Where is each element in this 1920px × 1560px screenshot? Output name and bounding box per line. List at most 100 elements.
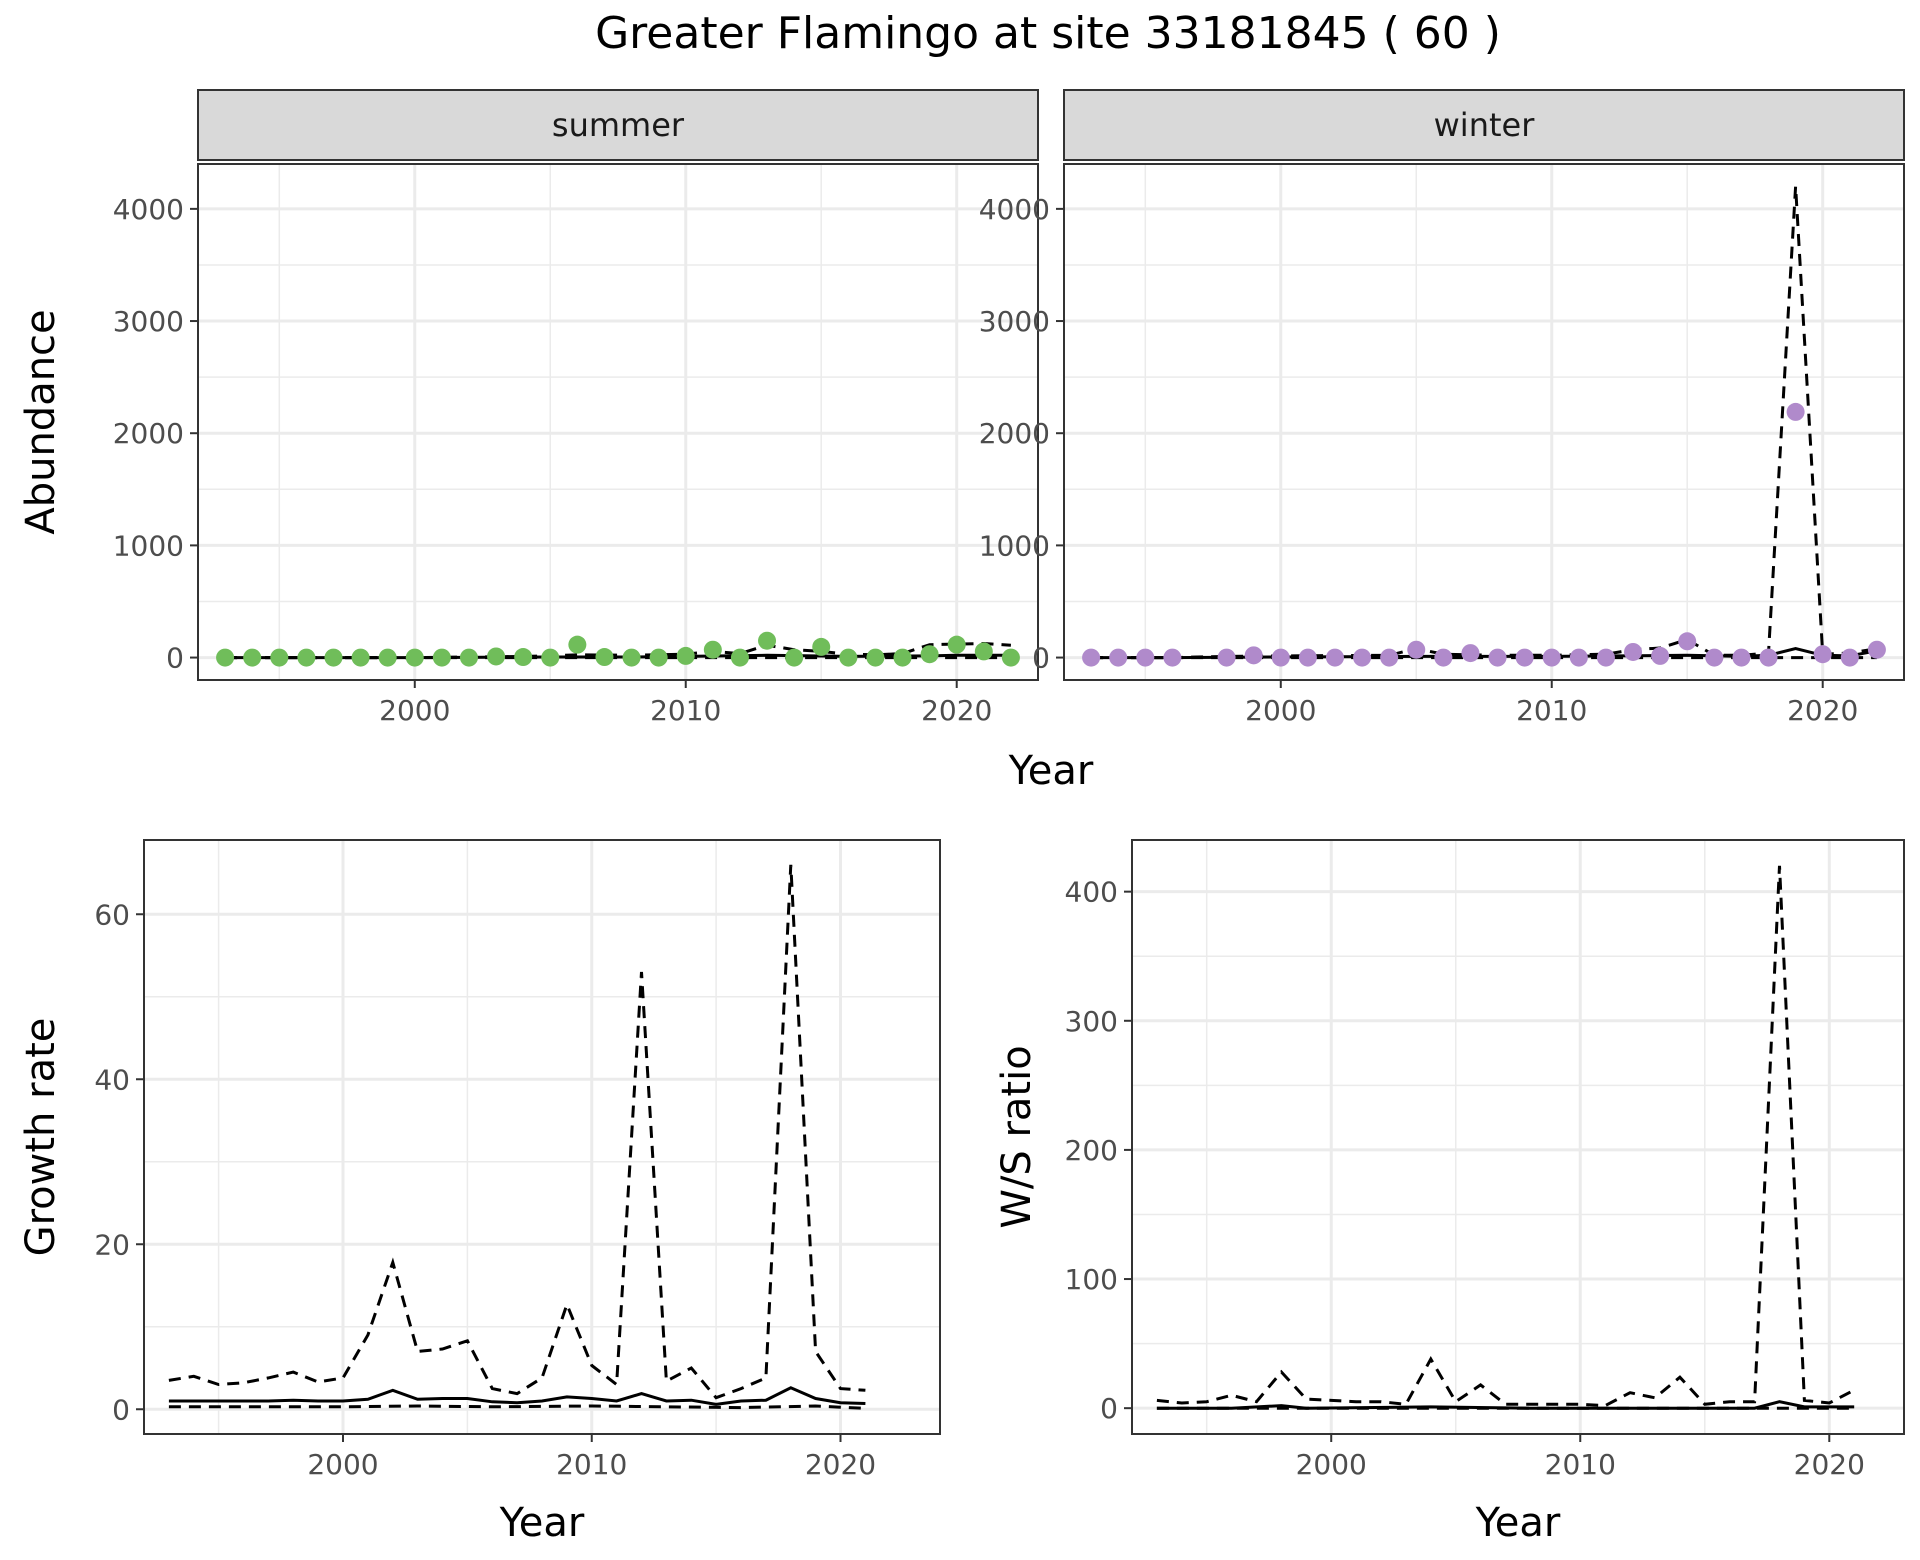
panel-border [1063, 163, 1905, 681]
data-point [893, 648, 912, 667]
y-tick-label: 0 [1100, 1392, 1118, 1425]
x-axis-title: Year [1475, 1500, 1561, 1546]
y-tick-label: 200 [1065, 1134, 1118, 1167]
x-tick-label: 2020 [921, 694, 992, 727]
y-tick-label: 20 [94, 1228, 130, 1261]
data-point [1624, 642, 1643, 661]
data-point [297, 648, 316, 667]
panel-border [197, 163, 1039, 681]
data-point [1596, 648, 1615, 667]
data-point [730, 648, 749, 667]
strip-label-summer: summer [552, 106, 685, 144]
y-tick-label: 1000 [979, 529, 1050, 562]
data-point [1353, 648, 1372, 667]
y-tick-label: 400 [1065, 876, 1118, 909]
data-point [1759, 648, 1778, 667]
y-tick-label: 3000 [979, 305, 1050, 338]
data-point [1001, 648, 1020, 667]
data-point [1651, 646, 1670, 665]
data-point [758, 631, 777, 650]
data-point [839, 648, 858, 667]
data-point [1271, 648, 1290, 667]
data-point [1136, 648, 1155, 667]
data-point [243, 648, 262, 667]
strip-winter [1063, 89, 1905, 161]
mean-line [1156, 1400, 1855, 1410]
data-point [405, 648, 424, 667]
data-point [378, 648, 397, 667]
data-point [1840, 648, 1859, 667]
y-axis-title: Growth rate [18, 1018, 64, 1257]
data-point [785, 648, 804, 667]
y-tick-label: 60 [94, 898, 130, 931]
data-point [1109, 648, 1128, 667]
data-point [541, 648, 560, 667]
x-axis-title: Year [499, 1500, 585, 1546]
data-point [676, 646, 695, 665]
panel-border [143, 839, 941, 1435]
panel-background [198, 164, 1038, 680]
data-point [947, 635, 966, 654]
y-tick-label: 3000 [113, 305, 184, 338]
mean-line [168, 1386, 866, 1406]
data-point [622, 648, 641, 667]
data-point [1867, 640, 1886, 659]
panel-growth: 0 20 40 60 2000 2010 2020 Year Growth rate [18, 839, 941, 1546]
panel-summer: summer 0 1000 2000 3000 4000 2000 2010 2020 Abund… [18, 89, 1039, 727]
data-point [432, 648, 451, 667]
x-tick-label: 2000 [1296, 1448, 1367, 1481]
data-point [487, 647, 506, 666]
y-tick-label: 300 [1065, 1005, 1118, 1038]
y-tick-label: 100 [1065, 1263, 1118, 1296]
data-point [1515, 648, 1534, 667]
strip-label-winter: winter [1434, 106, 1536, 144]
data-point [1569, 648, 1588, 667]
panel-winter: winter 0 1000 2000 3000 4000 2000 2010 2020 [979, 89, 1905, 727]
data-point [1217, 648, 1236, 667]
y-tick-label: 0 [112, 1393, 130, 1426]
upper-bound-line [1156, 865, 1855, 1408]
x-tick-label: 2000 [1245, 694, 1316, 727]
data-point [703, 640, 722, 659]
data-point [270, 648, 289, 667]
x-tick-label: 2020 [1794, 1448, 1865, 1481]
y-tick-label: 0 [1032, 642, 1050, 675]
data-point [1163, 648, 1182, 667]
data-point [649, 648, 668, 667]
y-tick-label: 0 [166, 642, 184, 675]
data-point [1298, 648, 1317, 667]
y-tick-label: 4000 [113, 193, 184, 226]
strip-summer [197, 89, 1039, 161]
data-point [1813, 645, 1832, 664]
y-tick-label: 2000 [113, 417, 184, 450]
data-point [216, 648, 235, 667]
y-tick-label: 40 [94, 1063, 130, 1096]
x-tick-label: 2020 [805, 1448, 876, 1481]
data-point [1325, 648, 1344, 667]
y-axis-title: Abundance [18, 309, 64, 534]
data-point [974, 642, 993, 661]
upper-bound-line [168, 864, 866, 1400]
data-point [920, 645, 939, 664]
data-point [1542, 648, 1561, 667]
data-point [1461, 644, 1480, 663]
panel-border [1131, 839, 1905, 1435]
data-point [351, 648, 370, 667]
facet-x-axis-title: Year [1008, 748, 1094, 794]
y-tick-label: 2000 [979, 417, 1050, 450]
data-point [1705, 648, 1724, 667]
panel-background [144, 840, 940, 1434]
data-point [459, 648, 478, 667]
y-tick-label: 4000 [979, 193, 1050, 226]
data-point [324, 648, 343, 667]
data-point [812, 637, 831, 656]
panel-ratio: 0 100 200 300 400 2000 2010 2020 Year W/S ratio [994, 839, 1905, 1546]
x-tick-label: 2010 [1516, 694, 1587, 727]
data-point [1082, 648, 1101, 667]
lower-bound-line [168, 1404, 866, 1410]
data-point [1786, 402, 1805, 421]
x-tick-label: 2010 [650, 694, 721, 727]
data-point [1407, 640, 1426, 659]
